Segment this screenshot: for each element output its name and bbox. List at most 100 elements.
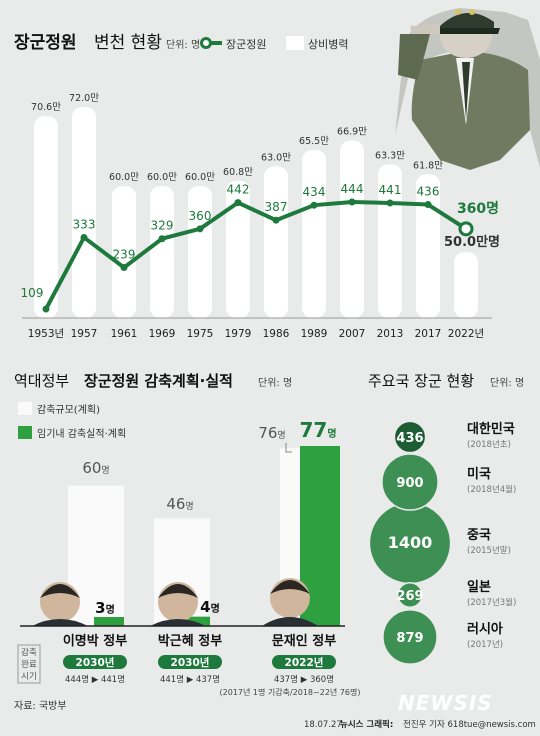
actual-value-label: 77명 (299, 418, 336, 442)
general-quota-point (348, 198, 356, 206)
president-portrait (32, 582, 88, 626)
soldier-illustration (395, 8, 540, 170)
country-bubble (381, 453, 439, 511)
troop-value-label: 50.0만명 (444, 234, 500, 250)
chart1-title: 장군정원 (14, 33, 77, 53)
chart1-title-rest: 변천 현황 (94, 33, 162, 53)
side-label-box (17, 644, 41, 684)
general-quota-label: 360 (189, 209, 212, 223)
portrait-suit (150, 619, 206, 626)
troop-value-label: 63.0만 (261, 152, 291, 163)
govt-name: 이명박 정부 (63, 633, 127, 649)
portrait-hair (40, 584, 80, 598)
bubble-value-label: 879 (396, 631, 423, 646)
chart2-title-a: 역대정부 (14, 372, 69, 390)
troop-value-label: 61.8만 (413, 160, 443, 171)
portrait-suit (32, 619, 88, 626)
general-quota-point (158, 235, 166, 243)
year-pill (158, 655, 222, 669)
country-name: 중국 (467, 528, 491, 543)
year-pill-label: 2030년 (171, 656, 210, 669)
bracket-line (285, 443, 292, 453)
legend-actual-swatch (18, 426, 32, 439)
troop-bar (226, 180, 250, 318)
legend-line-label: 장군정원 (226, 38, 266, 51)
year-pill (272, 655, 336, 669)
country-date: (2018년4월) (467, 484, 516, 495)
president-portrait (262, 578, 318, 626)
troop-value-label: 60.0만 (185, 172, 215, 183)
actual-bar (94, 617, 124, 626)
credit-date: 18.07.27 (304, 720, 342, 730)
general-quota-label: 109 (21, 286, 44, 300)
legend-line-marker (200, 37, 222, 49)
troop-bar (150, 186, 174, 318)
year-tick-label: 2007 (339, 328, 366, 340)
country-date: (2018년초) (467, 439, 511, 450)
country-name: 대한민국 (467, 421, 515, 437)
troop-value-label: 65.5만 (299, 136, 329, 147)
govt-name: 박근혜 정부 (158, 633, 222, 649)
portrait-hair (158, 584, 198, 598)
country-name: 미국 (467, 466, 491, 482)
year-tick-label: 1986 (263, 328, 290, 340)
plan-value-label: 76명 (258, 424, 285, 442)
general-quota-point (424, 201, 432, 209)
country-bubble (393, 420, 427, 454)
chart2-title-b: 장군정원 감축계획·실적 (84, 372, 233, 390)
portrait-hair (270, 580, 310, 594)
general-quota-line (44, 200, 468, 310)
general-quota-point (458, 221, 474, 237)
year-pill-label: 2022년 (285, 656, 324, 669)
year-tick-label: 1957 (71, 328, 98, 340)
year-pill (63, 655, 127, 669)
chart3: 436 대한민국 (2018년초) 900 미국 (2018년4월) 1400 중국 (2015… (368, 420, 516, 665)
country-name: 일본 (467, 580, 491, 595)
chart2-unit: 단위: 명 (258, 376, 292, 389)
year-tick-label: 1989 (301, 328, 328, 340)
general-quota-label: 360명 (457, 200, 499, 217)
troop-bar (34, 116, 58, 318)
chart2-footnote: (2017년 1명 기감축/2018~22년 76명) (220, 687, 361, 697)
general-quota-point (42, 305, 50, 313)
year-tick-label: 1979 (225, 328, 252, 340)
general-quota-point (120, 263, 128, 271)
troop-bar (302, 149, 326, 318)
general-quota-point (310, 201, 318, 209)
year-pill-label: 2030년 (76, 656, 115, 669)
troop-value-label: 60.0만 (109, 172, 139, 183)
year-tick-label: 1961 (111, 328, 138, 340)
credit-rest: 전진우 기자 618tue@newsis.com (403, 719, 536, 730)
side-label-text: 감축 (21, 647, 37, 658)
reduction-change: 437명 ▶ 360명 (274, 674, 334, 685)
troop-bar (188, 186, 212, 318)
source-note: 자료: 국방부 (14, 700, 67, 712)
general-quota-point (234, 199, 242, 207)
bubble-value-label: 900 (396, 476, 423, 491)
general-quota-label: 436 (417, 185, 440, 199)
reduction-change: 444명 ▶ 441명 (65, 674, 125, 685)
general-quota-label: 444 (341, 182, 364, 196)
general-quota-label: 442 (227, 183, 250, 197)
legend-bar-swatch (286, 36, 304, 50)
bubble-value-label: 269 (396, 589, 423, 604)
country-bubble (396, 581, 424, 609)
troop-value-label: 70.6만 (31, 102, 61, 113)
country-date: (2017년3월) (467, 597, 516, 608)
side-label-text: 완료 (21, 660, 37, 670)
actual-value-label: 3명 (95, 599, 115, 617)
troop-bar (340, 140, 364, 318)
year-tick-label: 1953년 (28, 328, 64, 340)
general-quota-point (272, 216, 280, 224)
country-name: 러시아 (467, 621, 503, 637)
actual-bar (180, 616, 210, 626)
plan-value-label: 46명 (166, 495, 193, 513)
year-tick-label: 2013 (377, 328, 404, 340)
actual-value-label: 4명 (200, 598, 220, 616)
troop-bar (264, 166, 288, 318)
legend-actual-label: 임기내 감축실적·계획 (37, 427, 126, 440)
general-quota-label: 329 (151, 219, 174, 233)
general-quota-point (196, 225, 204, 233)
chart3-title: 주요국 장군 현황 (368, 372, 474, 390)
